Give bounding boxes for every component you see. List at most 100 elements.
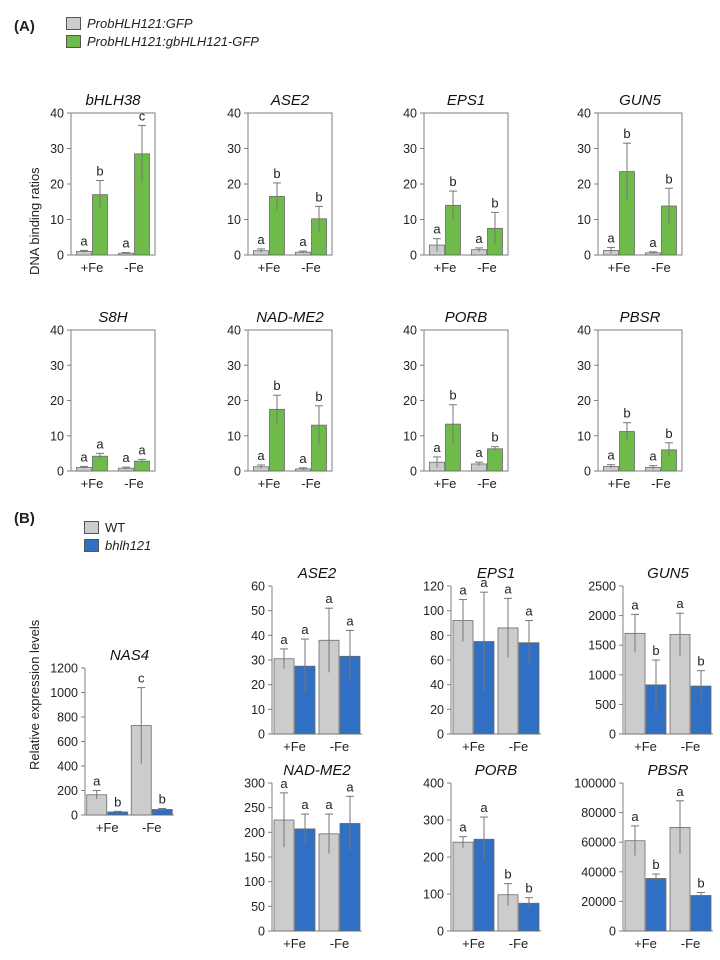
significance-letter: b <box>665 171 672 186</box>
y-tick-label: 20 <box>430 703 444 717</box>
y-tick-label: 10 <box>50 429 64 443</box>
y-tick-label: 40 <box>50 107 64 121</box>
significance-letter: a <box>649 449 657 464</box>
chart-title-ase2: ASE2 <box>297 565 337 582</box>
chart-title-pbsr: PBSR <box>620 309 661 326</box>
significance-letter: a <box>122 236 130 251</box>
y-tick-label: 40 <box>403 107 417 121</box>
y-tick-label: 1000 <box>588 668 616 682</box>
y-tick-label: 0 <box>71 809 78 823</box>
y-tick-label: 20 <box>50 394 64 408</box>
y-tick-label: 20000 <box>581 895 616 909</box>
panel-a-legend: ProbHLH121:GFP ProbHLH121:gbHLH121-GFP <box>66 14 259 50</box>
legend-item-gbhlh121: ProbHLH121:gbHLH121-GFP <box>66 32 259 50</box>
chart-title-porb: PORB <box>475 762 518 779</box>
y-tick-label: 20 <box>577 178 591 192</box>
significance-letter: a <box>676 596 684 611</box>
significance-letter: a <box>433 440 441 455</box>
significance-letter: a <box>299 234 307 249</box>
legend-label: ProbHLH121:GFP <box>87 15 193 31</box>
y-tick-label: 300 <box>244 777 265 791</box>
y-tick-label: 40 <box>227 324 241 338</box>
significance-letter: b <box>623 406 630 421</box>
significance-letter: b <box>652 857 659 872</box>
y-tick-label: 250 <box>244 801 265 815</box>
x-tick-label: -Fe <box>509 739 529 754</box>
significance-letter: b <box>315 189 322 204</box>
y-tick-label: 30 <box>577 142 591 156</box>
y-tick-label: 10 <box>577 429 591 443</box>
chart-title-pbsr: PBSR <box>648 762 689 779</box>
y-tick-label: 30 <box>403 142 417 156</box>
significance-letter: a <box>459 583 467 598</box>
y-tick-label: 10 <box>50 213 64 227</box>
y-tick-label: 30 <box>403 359 417 373</box>
significance-letter: a <box>607 231 615 246</box>
y-tick-label: 0 <box>584 465 591 479</box>
y-tick-label: 10 <box>403 213 417 227</box>
legend-label: bhlh121 <box>105 537 152 553</box>
y-tick-label: 1000 <box>50 686 78 700</box>
significance-letter: b <box>697 654 704 669</box>
significance-letter: a <box>122 450 130 465</box>
significance-letter: b <box>697 876 704 891</box>
panel-b-ylabel: Relative expression levels <box>27 619 42 770</box>
y-tick-label: 0 <box>584 249 591 263</box>
y-tick-label: 800 <box>57 711 78 725</box>
y-tick-label: 40 <box>227 107 241 121</box>
y-tick-label: 30 <box>50 359 64 373</box>
significance-letter: b <box>652 643 659 658</box>
y-tick-label: 0 <box>234 465 241 479</box>
chart-title-gun5: GUN5 <box>647 565 689 582</box>
significance-letter: b <box>504 867 511 882</box>
significance-letter: a <box>631 597 639 612</box>
significance-letter: b <box>449 388 456 403</box>
chart-title-s8h: S8H <box>98 309 127 326</box>
significance-letter: a <box>299 451 307 466</box>
y-tick-label: 40 <box>577 324 591 338</box>
significance-letter: a <box>504 581 512 596</box>
y-tick-label: 20 <box>251 678 265 692</box>
chart-title-bhlh38: bHLH38 <box>85 92 141 109</box>
x-tick-label: -Fe <box>301 476 321 491</box>
y-tick-label: 20 <box>403 178 417 192</box>
x-tick-label: -Fe <box>681 739 701 754</box>
y-tick-label: 120 <box>423 580 444 594</box>
bar-pbsr-1-1 <box>690 895 712 932</box>
significance-letter: b <box>525 881 532 896</box>
x-tick-label: +Fe <box>462 739 485 754</box>
y-tick-label: 0 <box>410 249 417 263</box>
x-tick-label: -Fe <box>330 936 350 951</box>
x-tick-label: +Fe <box>283 739 306 754</box>
y-tick-label: 0 <box>57 465 64 479</box>
y-tick-label: 20 <box>403 394 417 408</box>
significance-letter: a <box>480 800 488 815</box>
y-tick-label: 0 <box>437 925 444 939</box>
bar-porb-0-0 <box>452 841 474 932</box>
x-tick-label: -Fe <box>681 936 701 951</box>
x-tick-label: -Fe <box>509 936 529 951</box>
y-tick-label: 40 <box>430 678 444 692</box>
x-tick-label: +Fe <box>258 476 281 491</box>
y-tick-label: 30 <box>227 359 241 373</box>
chart-title-ase2: ASE2 <box>270 92 310 109</box>
x-tick-label: +Fe <box>608 476 631 491</box>
y-tick-label: 0 <box>609 925 616 939</box>
significance-letter: a <box>525 604 533 619</box>
significance-letter: a <box>346 779 354 794</box>
significance-letter: a <box>96 436 104 451</box>
significance-letter: b <box>315 389 322 404</box>
y-tick-label: 200 <box>57 784 78 798</box>
chart-title-porb: PORB <box>445 309 488 326</box>
y-tick-label: 60 <box>251 580 265 594</box>
panel-b-label: (B) <box>14 510 35 527</box>
chart-title-nad-me2: NAD-ME2 <box>256 309 324 326</box>
significance-letter: b <box>491 430 498 445</box>
y-tick-label: 300 <box>423 814 444 828</box>
legend-label: WT <box>105 519 126 535</box>
significance-letter: a <box>93 774 101 789</box>
significance-letter: c <box>138 671 145 686</box>
y-tick-label: 10 <box>577 213 591 227</box>
chart-title-eps1: EPS1 <box>447 92 485 109</box>
significance-letter: a <box>433 222 441 237</box>
